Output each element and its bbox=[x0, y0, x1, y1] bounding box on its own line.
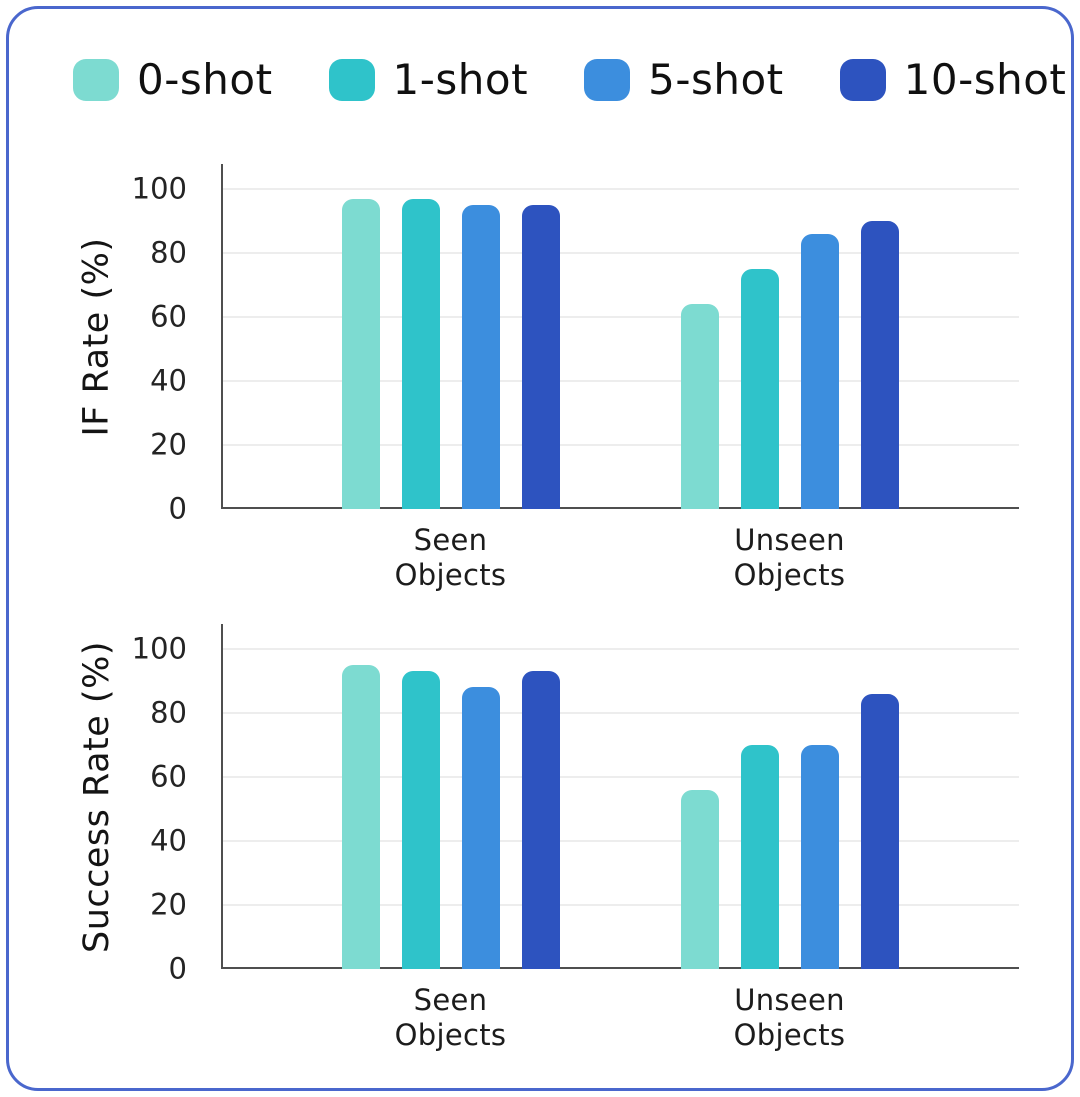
legend-label: 10-shot bbox=[903, 55, 1067, 104]
bar-1-shot-seen-objects bbox=[401, 671, 440, 969]
legend-swatch-5-shot bbox=[584, 59, 631, 101]
bar-5-shot-unseen-objects bbox=[800, 745, 839, 969]
legend-swatch-1-shot bbox=[328, 59, 375, 101]
bar-0-shot-seen-objects bbox=[341, 665, 380, 969]
y-tick-label-60: 60 bbox=[150, 299, 187, 334]
bar-5-shot-seen-objects bbox=[461, 687, 500, 969]
y-tick-label-0: 0 bbox=[168, 951, 187, 986]
legend-item-5-shot: 5-shot bbox=[584, 59, 784, 101]
bar-1-shot-unseen-objects bbox=[740, 745, 779, 969]
y-axis-title: IF Rate (%) bbox=[77, 236, 117, 437]
bar-group-seen-objects bbox=[341, 624, 560, 969]
y-axis-line bbox=[221, 164, 223, 509]
plot-area: 0 20 40 60 80 100 Seen Objects Unseen Objects bbox=[132, 624, 1019, 1052]
gridline-80 bbox=[223, 712, 1019, 714]
plot-area: 0 20 40 60 80 100 Seen Objects Unseen Objects bbox=[132, 164, 1019, 592]
y-tick-label-100: 100 bbox=[131, 631, 187, 666]
bar-10-shot-seen-objects bbox=[521, 205, 560, 509]
bar-0-shot-unseen-objects bbox=[680, 304, 719, 509]
y-axis-line bbox=[221, 624, 223, 969]
bar-group-seen-objects bbox=[341, 164, 560, 509]
y-tick-label-80: 80 bbox=[150, 235, 187, 270]
category-label: Unseen Objects bbox=[733, 983, 846, 1052]
gridline-60 bbox=[223, 316, 1019, 318]
gridline-40 bbox=[223, 380, 1019, 382]
y-axis-title-wrap: Success Rate (%) bbox=[37, 624, 157, 969]
y-axis-title: Success Rate (%) bbox=[77, 640, 117, 953]
bar-10-shot-unseen-objects bbox=[860, 693, 899, 969]
legend-label: 1-shot bbox=[392, 55, 529, 104]
legend-item-10-shot: 10-shot bbox=[839, 55, 1067, 104]
legend-swatch-10-shot bbox=[839, 59, 886, 101]
bar-1-shot-unseen-objects bbox=[740, 269, 779, 509]
gridline-100 bbox=[223, 188, 1019, 190]
x-axis-line bbox=[221, 967, 1019, 969]
bar-group-unseen-objects bbox=[680, 624, 899, 969]
bar-1-shot-seen-objects bbox=[401, 198, 440, 509]
gridline-100 bbox=[223, 648, 1019, 650]
legend: 0-shot 1-shot 5-shot 10-shot bbox=[73, 59, 1066, 101]
category-labels: Seen Objects Unseen Objects bbox=[221, 523, 1019, 593]
gridline-20 bbox=[223, 444, 1019, 446]
y-tick-label-60: 60 bbox=[150, 759, 187, 794]
category-label: Unseen Objects bbox=[733, 523, 846, 592]
bar-5-shot-seen-objects bbox=[461, 205, 500, 509]
y-tick-label-0: 0 bbox=[168, 491, 187, 526]
legend-item-0-shot: 0-shot bbox=[73, 59, 273, 101]
bar-5-shot-unseen-objects bbox=[800, 233, 839, 509]
gridline-20 bbox=[223, 904, 1019, 906]
category-labels: Seen Objects Unseen Objects bbox=[221, 983, 1019, 1053]
bar-0-shot-seen-objects bbox=[341, 198, 380, 509]
gridline-60 bbox=[223, 776, 1019, 778]
y-tick-label-20: 20 bbox=[150, 427, 187, 462]
bar-groups bbox=[221, 164, 1019, 509]
legend-label: 0-shot bbox=[137, 55, 273, 104]
legend-swatch-0-shot bbox=[73, 59, 119, 101]
gridline-80 bbox=[223, 252, 1019, 254]
x-axis-line bbox=[221, 507, 1019, 509]
bar-0-shot-unseen-objects bbox=[680, 789, 719, 969]
y-tick-label-80: 80 bbox=[150, 695, 187, 730]
gridline-40 bbox=[223, 840, 1019, 842]
bar-groups bbox=[221, 624, 1019, 969]
legend-label: 5-shot bbox=[648, 55, 784, 104]
bar-10-shot-unseen-objects bbox=[860, 221, 899, 509]
bar-10-shot-seen-objects bbox=[521, 671, 560, 969]
bar-group-unseen-objects bbox=[680, 164, 899, 509]
y-tick-label-40: 40 bbox=[150, 363, 187, 398]
y-tick-label-40: 40 bbox=[150, 823, 187, 858]
y-axis-title-wrap: IF Rate (%) bbox=[37, 164, 157, 509]
category-label: Seen Objects bbox=[394, 523, 507, 592]
category-label: Seen Objects bbox=[394, 983, 507, 1052]
chart-if-rate: IF Rate (%) 0 20 40 60 80 100 Seen Objects Unse… bbox=[9, 164, 1080, 592]
y-tick-label-100: 100 bbox=[131, 171, 187, 206]
y-tick-label-20: 20 bbox=[150, 887, 187, 922]
chart-success-rate: Success Rate (%) 0 20 40 60 80 100 Seen Object… bbox=[9, 624, 1080, 1052]
legend-item-1-shot: 1-shot bbox=[328, 55, 529, 104]
